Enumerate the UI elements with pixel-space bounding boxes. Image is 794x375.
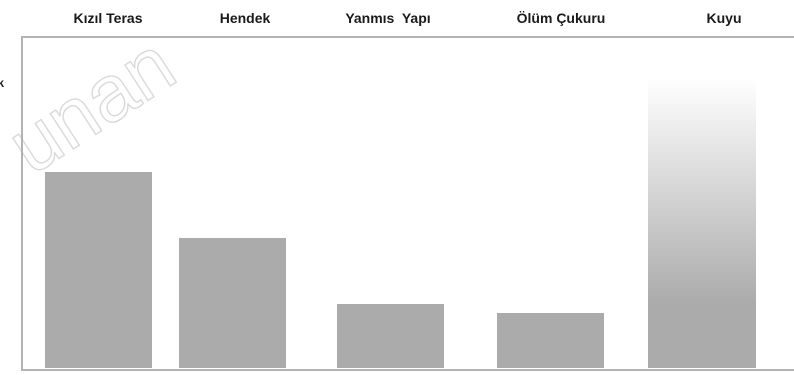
bar-kuyu [648, 78, 756, 368]
category-label: Kızıl Teras [74, 10, 143, 26]
category-label: Kuyu [707, 10, 742, 26]
category-label: Ölüm Çukuru [517, 10, 606, 26]
y-axis-label: ik [0, 76, 4, 90]
plot-frame [21, 36, 794, 371]
bar-hendek [179, 238, 286, 368]
bar-ölüm-çukuru [497, 313, 604, 368]
category-label: Hendek [220, 10, 271, 26]
bars-group [45, 78, 756, 368]
bar-yanmıs-yapı [337, 304, 444, 368]
bar-kızıl-teras [45, 172, 152, 368]
category-label: Yanmıs Yapı [345, 10, 430, 26]
category-labels: Kızıl Teras Hendek Yanmıs Yapı Ölüm Çukuru K… [74, 10, 742, 26]
watermark-text: unan [0, 19, 190, 191]
